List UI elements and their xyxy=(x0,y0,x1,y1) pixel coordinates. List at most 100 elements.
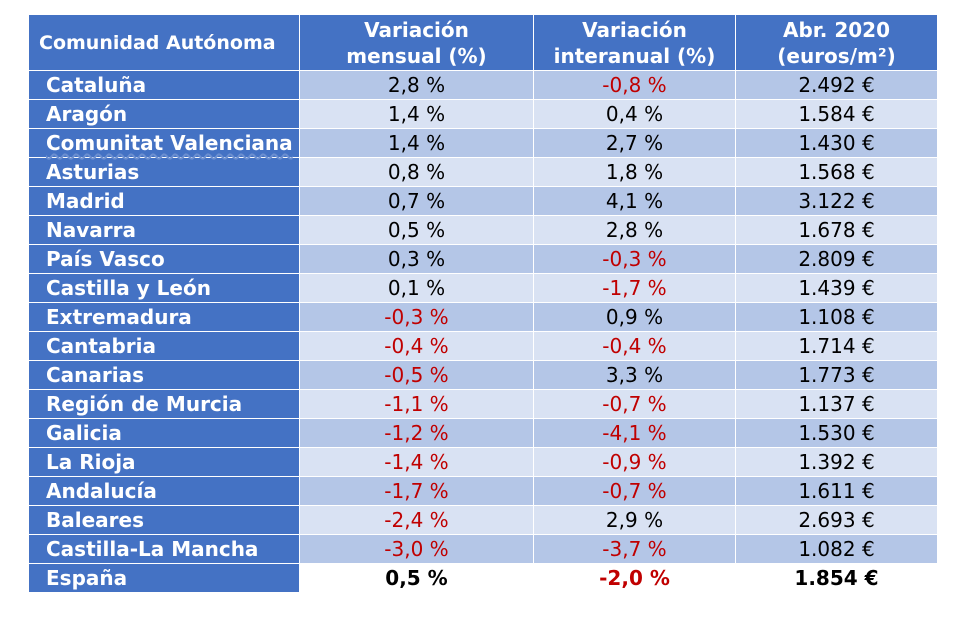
row-precio: 1.678 € xyxy=(735,215,938,245)
header-precio-line2: (euros/m²) xyxy=(777,43,896,68)
row-name: Madrid xyxy=(28,186,300,216)
row-name: País Vasco xyxy=(28,244,300,274)
total-interanual: -2,0 % xyxy=(533,563,736,593)
row-precio: 1.392 € xyxy=(735,447,938,477)
table-row: Madrid 0,7 % 4,1 % 3.122 € xyxy=(28,186,938,216)
row-interanual: -0,7 % xyxy=(533,476,736,506)
row-precio: 1.082 € xyxy=(735,534,938,564)
header-precio: Abr. 2020 (euros/m²) xyxy=(735,14,938,71)
row-precio: 2.693 € xyxy=(735,505,938,535)
row-interanual: 2,9 % xyxy=(533,505,736,535)
header-variacion-mensual: Variación mensual (%) xyxy=(299,14,534,71)
header-row: Comunidad Autónoma Variación mensual (%)… xyxy=(28,14,938,71)
row-precio: 1.108 € xyxy=(735,302,938,332)
table-row: Asturias 0,8 % 1,8 % 1.568 € xyxy=(28,157,938,187)
row-mensual: -0,3 % xyxy=(299,302,534,332)
row-mensual: 0,3 % xyxy=(299,244,534,274)
row-name: Asturias xyxy=(28,157,300,187)
total-row: España 0,5 % -2,0 % 1.854 € xyxy=(28,563,938,593)
row-mensual: 0,7 % xyxy=(299,186,534,216)
table-row: Aragón 1,4 % 0,4 % 1.584 € xyxy=(28,99,938,129)
table-row: Baleares -2,4 % 2,9 % 2.693 € xyxy=(28,505,938,535)
row-name: Castilla-La Mancha xyxy=(28,534,300,564)
table-row: La Rioja -1,4 % -0,9 % 1.392 € xyxy=(28,447,938,477)
row-mensual: -0,5 % xyxy=(299,360,534,390)
row-interanual: 3,3 % xyxy=(533,360,736,390)
row-interanual: 0,9 % xyxy=(533,302,736,332)
row-interanual: 4,1 % xyxy=(533,186,736,216)
row-precio: 3.122 € xyxy=(735,186,938,216)
row-mensual: -3,0 % xyxy=(299,534,534,564)
row-name: Castilla y León xyxy=(28,273,300,303)
row-precio: 1.568 € xyxy=(735,157,938,187)
row-mensual: 0,1 % xyxy=(299,273,534,303)
row-precio: 1.430 € xyxy=(735,128,938,158)
table-row: Comunitat Valenciana 1,4 % 2,7 % 1.430 € xyxy=(28,128,938,158)
row-name: Extremadura xyxy=(28,302,300,332)
header-interanual-line2: interanual (%) xyxy=(553,43,716,68)
row-name: Comunitat Valenciana xyxy=(28,128,300,158)
row-precio: 1.530 € xyxy=(735,418,938,448)
table-row: Castilla-La Mancha -3,0 % -3,7 % 1.082 € xyxy=(28,534,938,564)
rent-table: Comunidad Autónoma Variación mensual (%)… xyxy=(28,14,938,593)
row-mensual: -1,7 % xyxy=(299,476,534,506)
row-interanual: -0,7 % xyxy=(533,389,736,419)
row-interanual: 2,7 % xyxy=(533,128,736,158)
row-mensual: 2,8 % xyxy=(299,70,534,100)
row-name: Cantabria xyxy=(28,331,300,361)
table-row: Navarra 0,5 % 2,8 % 1.678 € xyxy=(28,215,938,245)
total-name: España xyxy=(28,563,300,593)
header-variacion-interanual: Variación interanual (%) xyxy=(533,14,736,71)
row-interanual: -0,4 % xyxy=(533,331,736,361)
row-interanual: -1,7 % xyxy=(533,273,736,303)
row-mensual: -0,4 % xyxy=(299,331,534,361)
row-name: Región de Murcia xyxy=(28,389,300,419)
row-mensual: 1,4 % xyxy=(299,99,534,129)
table-row: Canarias -0,5 % 3,3 % 1.773 € xyxy=(28,360,938,390)
header-mensual-line1: Variación xyxy=(364,17,469,42)
row-precio: 1.714 € xyxy=(735,331,938,361)
header-precio-line1: Abr. 2020 xyxy=(782,17,891,42)
header-comunidad: Comunidad Autónoma xyxy=(28,14,300,71)
header-comunidad-label: Comunidad Autónoma xyxy=(39,31,276,54)
row-name: Cataluña xyxy=(28,70,300,100)
table-row: Andalucía -1,7 % -0,7 % 1.611 € xyxy=(28,476,938,506)
row-precio: 1.611 € xyxy=(735,476,938,506)
row-precio: 2.809 € xyxy=(735,244,938,274)
row-name: Galicia xyxy=(28,418,300,448)
row-name-text: Comunitat Valenciana xyxy=(46,131,293,155)
row-precio: 1.137 € xyxy=(735,389,938,419)
row-interanual: -0,3 % xyxy=(533,244,736,274)
row-name: Navarra xyxy=(28,215,300,245)
table-row: Región de Murcia -1,1 % -0,7 % 1.137 € xyxy=(28,389,938,419)
row-mensual: -1,4 % xyxy=(299,447,534,477)
table-row: País Vasco 0,3 % -0,3 % 2.809 € xyxy=(28,244,938,274)
table-row: Castilla y León 0,1 % -1,7 % 1.439 € xyxy=(28,273,938,303)
row-interanual: 2,8 % xyxy=(533,215,736,245)
row-interanual: -4,1 % xyxy=(533,418,736,448)
row-interanual: -3,7 % xyxy=(533,534,736,564)
row-precio: 1.439 € xyxy=(735,273,938,303)
row-mensual: -2,4 % xyxy=(299,505,534,535)
row-mensual: -1,1 % xyxy=(299,389,534,419)
table-row: Cataluña 2,8 % -0,8 % 2.492 € xyxy=(28,70,938,100)
table-row: Cantabria -0,4 % -0,4 % 1.714 € xyxy=(28,331,938,361)
row-precio: 1.584 € xyxy=(735,99,938,129)
row-name: Baleares xyxy=(28,505,300,535)
header-interanual-line1: Variación xyxy=(582,17,687,42)
row-mensual: 1,4 % xyxy=(299,128,534,158)
row-precio: 1.773 € xyxy=(735,360,938,390)
total-precio: 1.854 € xyxy=(735,563,938,593)
row-name: Andalucía xyxy=(28,476,300,506)
row-interanual: 1,8 % xyxy=(533,157,736,187)
header-mensual-line2: mensual (%) xyxy=(346,43,487,68)
row-name: Canarias xyxy=(28,360,300,390)
total-mensual: 0,5 % xyxy=(299,563,534,593)
row-interanual: -0,9 % xyxy=(533,447,736,477)
row-name: Aragón xyxy=(28,99,300,129)
row-mensual: -1,2 % xyxy=(299,418,534,448)
table-row: Galicia -1,2 % -4,1 % 1.530 € xyxy=(28,418,938,448)
row-name: La Rioja xyxy=(28,447,300,477)
table-body: Cataluña 2,8 % -0,8 % 2.492 € Aragón 1,4… xyxy=(28,70,938,593)
row-interanual: 0,4 % xyxy=(533,99,736,129)
